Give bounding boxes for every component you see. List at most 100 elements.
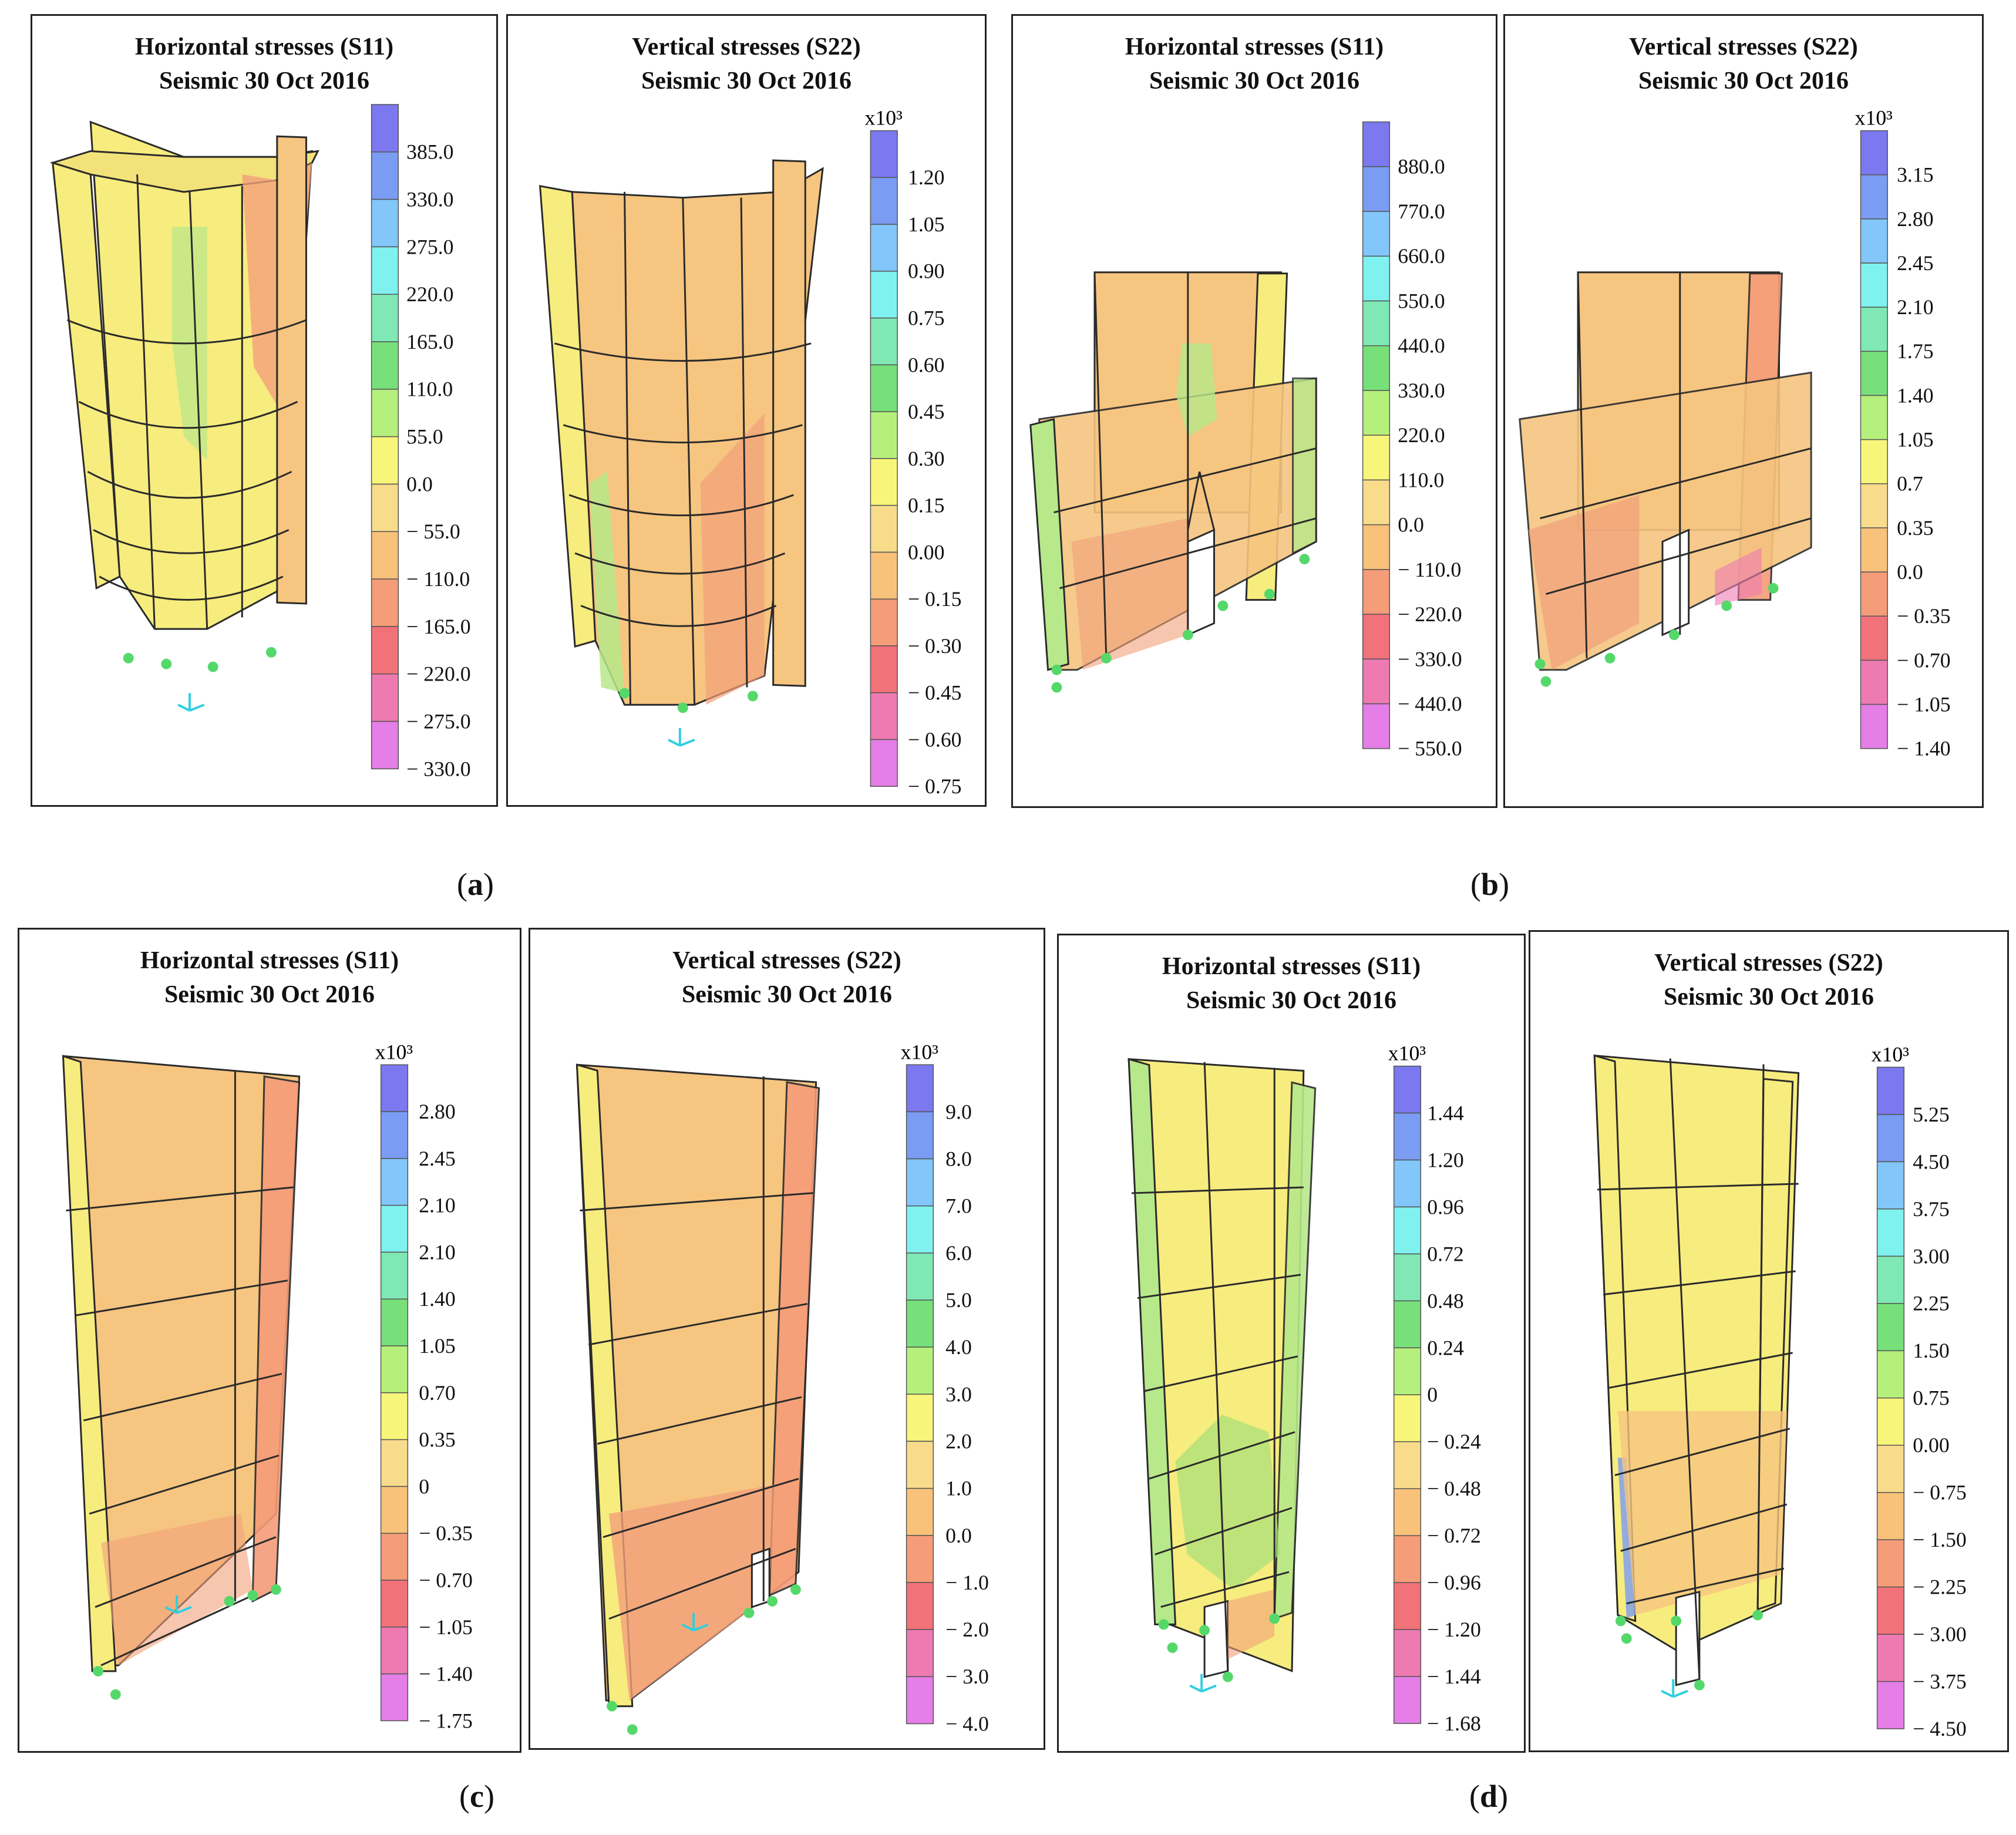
legend-swatch	[870, 224, 898, 272]
color-scale-legend: 385.0 330.0 275.0 220.0 165.0 110.0 55.0 0.0 − 5…	[371, 104, 471, 780]
legend-swatch	[1393, 1629, 1422, 1677]
stress-contour-scene	[1593, 1054, 1800, 1698]
legend-swatch	[1860, 351, 1888, 396]
legend-swatch	[371, 341, 399, 390]
legend-swatch	[380, 1064, 409, 1112]
legend-swatch	[1860, 571, 1888, 617]
panel-title-line2: Seismic 30 Oct 2016	[641, 68, 852, 95]
legend-label: − 1.0	[945, 1571, 989, 1594]
wall-floor-line-3	[1143, 1355, 1298, 1392]
caption-a-letter: a	[467, 867, 483, 902]
legend-swatch	[1362, 166, 1391, 212]
legend-swatch	[1393, 1441, 1422, 1490]
legend-label: 3.75	[1913, 1197, 1950, 1221]
silo-ring-1	[66, 319, 307, 345]
legend-label: 4.0	[945, 1335, 972, 1359]
support-icons	[607, 1584, 801, 1735]
legend-swatch	[870, 177, 898, 225]
legend-label: 0.30	[908, 447, 945, 470]
building-pink-zone	[1715, 547, 1762, 606]
wall-right-pier	[768, 1081, 820, 1597]
panel-title: Vertical stresses (S22) Seismic 30 Oct 2…	[508, 30, 985, 98]
legend-label: 330.0	[406, 187, 453, 211]
legend-swatch	[906, 1158, 934, 1207]
legend-label: 330.0	[1398, 379, 1445, 402]
legend-label: 0.0	[1897, 560, 1923, 584]
wall-floor-line-2	[1603, 1270, 1796, 1296]
panel-title-line1: Vertical stresses (S22)	[632, 33, 861, 60]
legend-swatch	[1393, 1253, 1422, 1302]
panel-title: Horizontal stresses (S11) Seismic 30 Oct…	[1059, 950, 1524, 1018]
wall-floor-line-2	[1137, 1274, 1301, 1299]
legend-swatch	[1362, 211, 1391, 257]
legend-unit: x10³	[865, 106, 903, 130]
legend-label: 9.0	[945, 1100, 972, 1123]
legend-unit: x10³	[375, 1040, 413, 1063]
legend-label: 0.75	[908, 307, 945, 330]
panel-d-s11: Horizontal stresses (S11) Seismic 30 Oct…	[1057, 934, 1526, 1753]
legend-swatch	[1860, 439, 1888, 484]
silo-ring-4	[93, 529, 290, 554]
legend-swatch	[1860, 174, 1888, 220]
legend-label: − 1.50	[1913, 1528, 1967, 1551]
building-brace-2	[1199, 471, 1215, 530]
legend-label: 1.50	[1913, 1339, 1950, 1362]
legend-label: − 0.35	[419, 1521, 473, 1545]
legend-swatch	[1362, 300, 1391, 346]
legend-label: − 3.0	[945, 1665, 989, 1688]
silo-ring-1	[554, 342, 812, 362]
legend-label: 0.0	[945, 1524, 972, 1547]
caption-d-letter: d	[1479, 1779, 1498, 1814]
wall-floor-line-5	[1155, 1507, 1293, 1555]
silo-side-left	[539, 185, 597, 648]
legend-swatch	[870, 411, 898, 459]
legend-swatch	[1393, 1347, 1422, 1396]
legend-swatch	[1393, 1394, 1422, 1443]
legend-swatch	[906, 1346, 934, 1395]
legend-swatch	[371, 483, 399, 533]
caption-c-letter: c	[469, 1779, 484, 1814]
legend-swatch	[380, 1111, 409, 1159]
legend-swatch	[870, 598, 898, 647]
legend-swatch	[1393, 1676, 1422, 1724]
panel-b-s11: Horizontal stresses (S11) Seismic 30 Oct…	[1011, 14, 1497, 808]
legend-swatch	[371, 673, 399, 722]
legend-label: − 55.0	[406, 520, 460, 543]
legend-label: 5.25	[1913, 1103, 1950, 1126]
legend-label: 440.0	[1398, 334, 1445, 358]
building-brace-1	[1187, 471, 1201, 530]
building-green-zone	[1176, 343, 1217, 437]
legend-swatch	[371, 294, 399, 342]
legend-label: 0.7	[1897, 472, 1923, 496]
wall-floor-line-4	[1614, 1427, 1790, 1476]
panel-b-s22: Vertical stresses (S22) Seismic 30 Oct 2…	[1503, 14, 1984, 808]
legend-label: − 550.0	[1398, 737, 1462, 760]
panel-title-line2: Seismic 30 Oct 2016	[1638, 68, 1849, 95]
legend-label: 2.80	[419, 1100, 456, 1123]
legend-label: − 1.40	[419, 1662, 473, 1686]
axis-icon	[177, 693, 205, 712]
legend-swatch	[870, 739, 898, 787]
wall-floor-line-4	[1149, 1431, 1295, 1480]
legend-label: − 165.0	[406, 615, 470, 638]
wall-floor-line-3	[597, 1396, 802, 1445]
legend-label: − 2.25	[1913, 1575, 1967, 1599]
legend-swatch	[1393, 1582, 1422, 1630]
panel-title: Vertical stresses (S22) Seismic 30 Oct 2…	[1530, 946, 2007, 1014]
legend-label: 3.00	[1913, 1244, 1950, 1268]
legend-label: − 110.0	[406, 567, 470, 591]
building-salmon-zone	[1071, 518, 1188, 670]
caption-d: (d)	[1469, 1779, 1509, 1814]
legend-swatch	[1362, 435, 1391, 481]
legend-swatch	[1876, 1255, 1905, 1304]
color-scale-legend: 880.0 770.0 660.0 550.0 440.0 330.0 220.0 110.0…	[1362, 121, 1462, 760]
legend-swatch	[380, 1392, 409, 1440]
legend-label: 1.40	[419, 1287, 456, 1311]
legend-swatch	[870, 504, 898, 553]
caption-b-letter: b	[1480, 867, 1499, 902]
legend-swatch	[906, 1487, 934, 1536]
legend-label: 2.10	[419, 1240, 456, 1264]
legend-swatch	[1860, 262, 1888, 308]
silo-rib-1	[136, 174, 156, 629]
legend-label: 2.45	[419, 1147, 456, 1170]
